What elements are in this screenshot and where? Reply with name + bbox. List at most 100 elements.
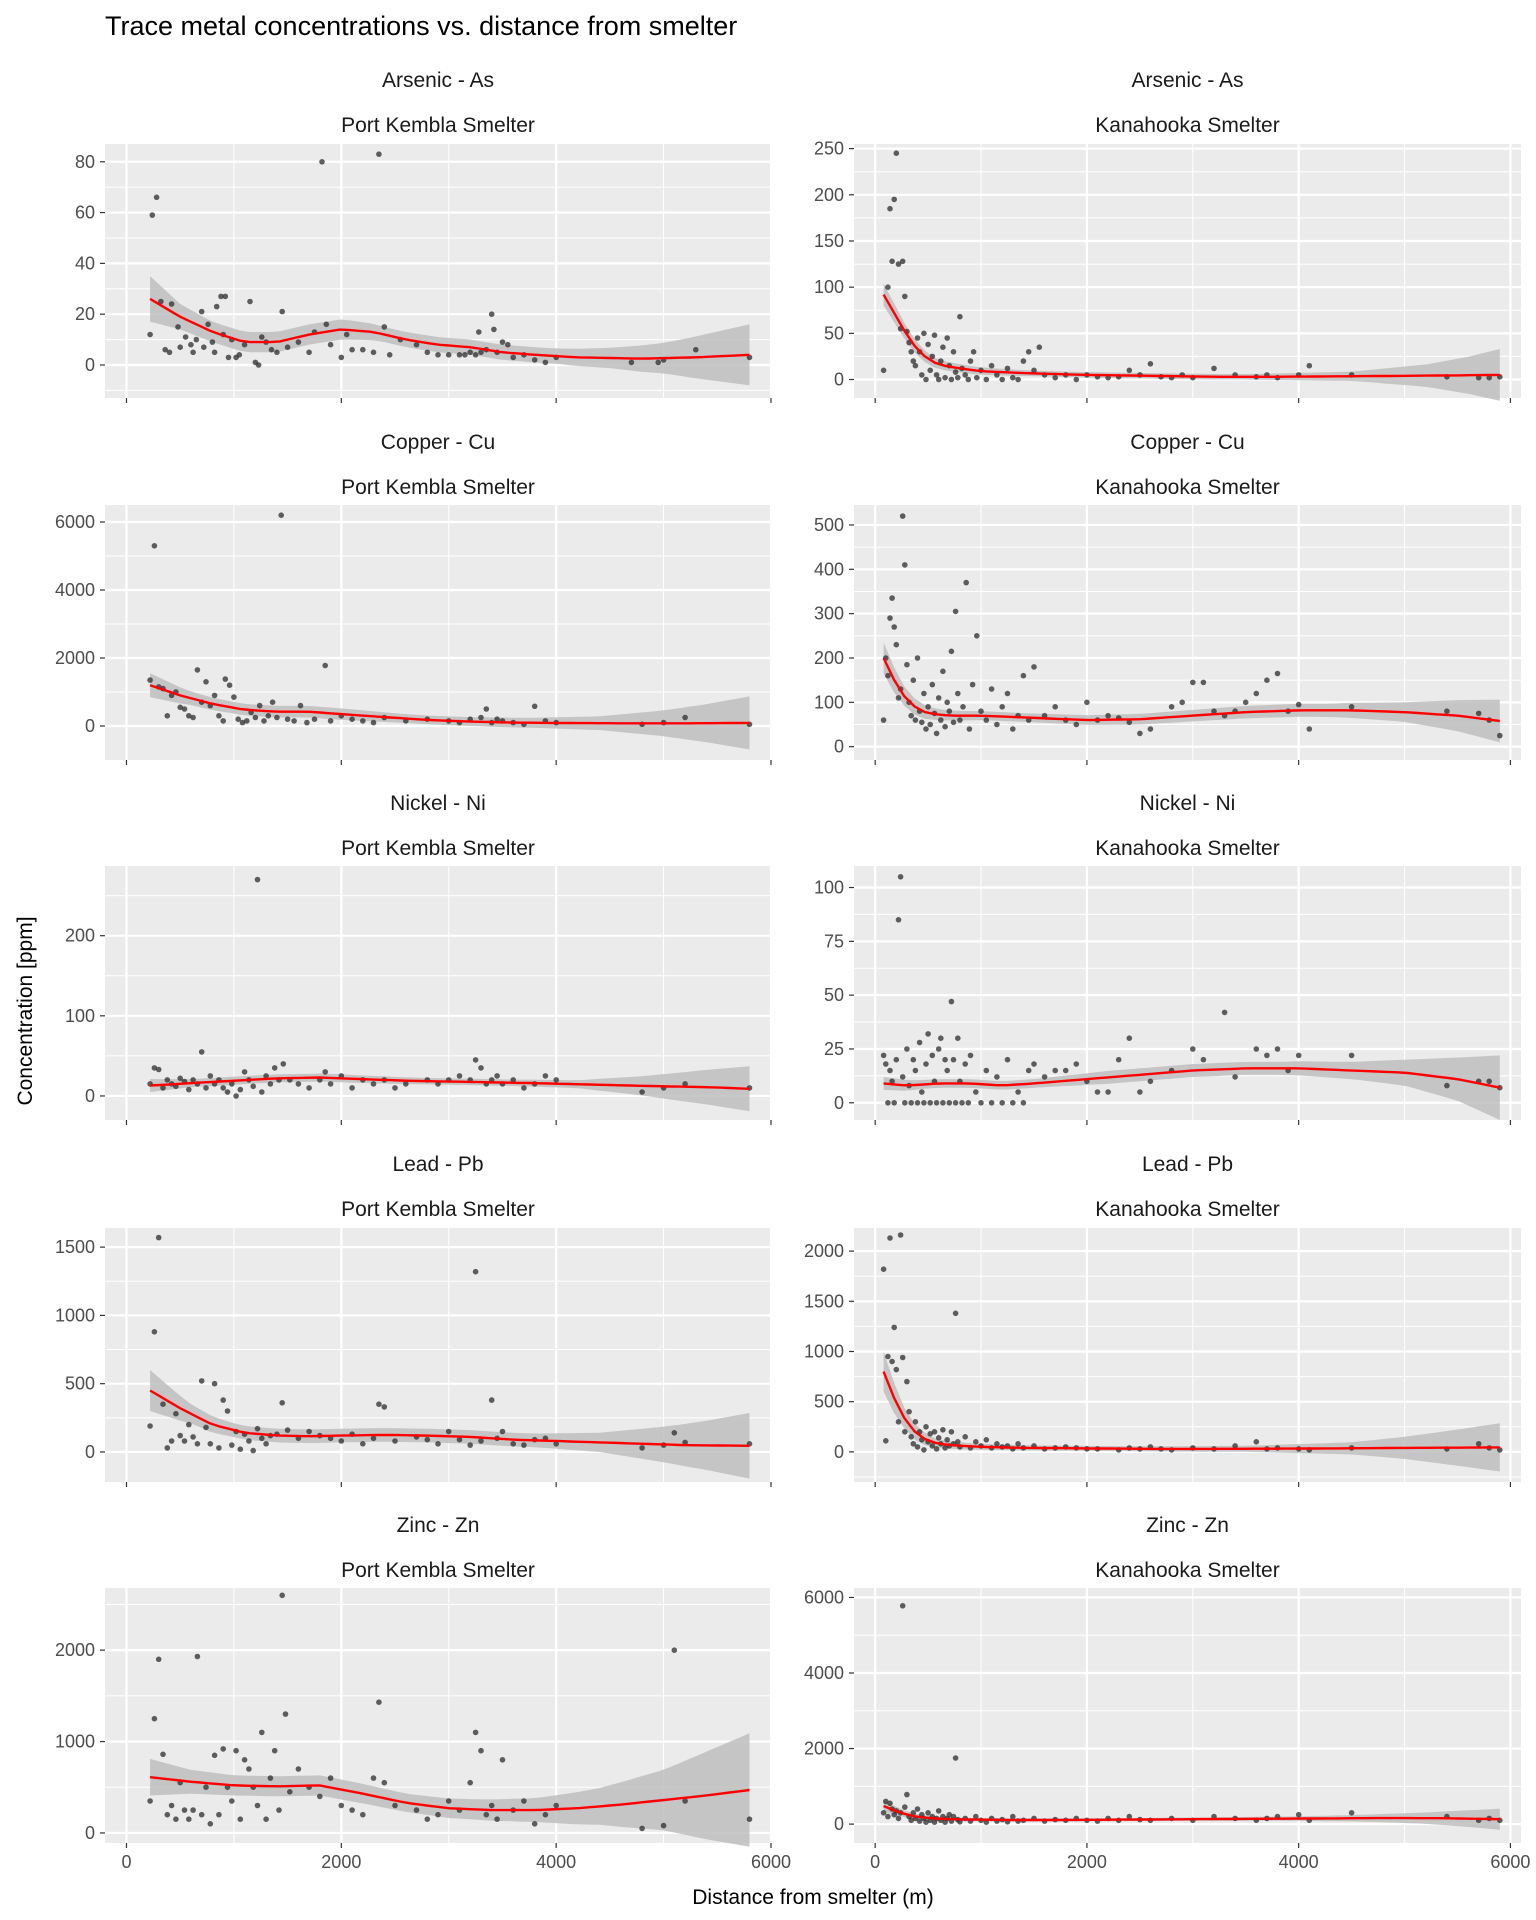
facet-panel: Lead - Pb Port Kembla Smelter 0 500 1000 1500 <box>55 1153 773 1487</box>
data-point <box>349 346 355 353</box>
data-point <box>895 261 902 267</box>
y-tick-label: 150 <box>814 231 844 251</box>
data-point <box>295 339 302 345</box>
data-point <box>887 1067 893 1074</box>
data-point <box>1137 1089 1143 1095</box>
data-point <box>906 1408 912 1415</box>
data-point <box>999 1100 1005 1106</box>
data-point <box>925 1031 931 1037</box>
data-point <box>216 1445 222 1451</box>
data-point <box>224 1408 231 1414</box>
data-point <box>897 874 904 880</box>
data-point <box>893 150 900 156</box>
data-point <box>323 321 330 328</box>
y-axis-label: Concentration [ppm] <box>14 916 37 1105</box>
data-point <box>946 708 953 714</box>
data-point <box>177 1075 183 1082</box>
data-point <box>908 1817 914 1824</box>
data-point <box>370 719 377 726</box>
data-point <box>938 358 944 364</box>
data-point <box>181 706 188 712</box>
facet-panel: Nickel - Ni Port Kembla Smelter 0 100 200 <box>65 792 773 1125</box>
data-point <box>946 1811 953 1818</box>
facet-panel: Zinc - Zn Port Kembla Smelter 0 1000 2000 0 20… <box>55 1514 791 1872</box>
data-point <box>927 1100 933 1106</box>
data-point <box>925 704 931 710</box>
data-point <box>488 1397 495 1403</box>
data-point <box>887 1235 893 1241</box>
data-point <box>193 336 200 343</box>
facet-metal-label: Copper - Cu <box>381 431 495 454</box>
data-point <box>1253 1439 1260 1445</box>
data-point <box>895 1815 902 1822</box>
y-tick-label: 1000 <box>804 1341 844 1361</box>
data-point <box>173 1410 179 1417</box>
data-point <box>902 293 908 300</box>
facet-panel: Arsenic - As Port Kembla Smelter 0 20 40 60 80 <box>75 69 773 403</box>
data-point <box>1295 1052 1302 1059</box>
data-point <box>207 1073 214 1079</box>
data-point <box>236 352 243 358</box>
data-point <box>955 690 961 697</box>
data-point <box>168 1438 175 1444</box>
data-point <box>914 335 921 341</box>
facet-smelter-label: Kanahooka Smelter <box>1095 1559 1279 1582</box>
data-point <box>910 1441 917 1447</box>
data-point <box>306 1428 312 1435</box>
data-point <box>188 341 194 348</box>
data-point <box>1126 719 1133 726</box>
data-point <box>1274 1046 1281 1052</box>
data-point <box>456 352 463 358</box>
data-point <box>203 679 209 685</box>
data-point <box>322 662 329 669</box>
data-point <box>284 716 291 722</box>
facet-smelter-label: Port Kembla Smelter <box>341 114 535 137</box>
facet-panel: Nickel - Ni Kanahooka Smelter 0 25 50 75 100 <box>814 792 1521 1125</box>
data-point <box>919 372 925 378</box>
data-point <box>186 713 192 719</box>
data-point <box>1073 1061 1080 1067</box>
data-point <box>168 301 175 307</box>
data-point <box>910 1056 917 1063</box>
data-point <box>994 372 1000 378</box>
data-point <box>229 1798 235 1804</box>
data-point <box>349 1085 355 1091</box>
y-tick-label: 200 <box>65 926 95 946</box>
data-point <box>149 212 156 218</box>
data-point <box>1179 699 1185 706</box>
data-point <box>476 329 482 335</box>
data-point <box>435 352 441 358</box>
data-point <box>1242 699 1249 706</box>
data-point <box>1031 664 1037 670</box>
facet-metal-label: Nickel - Ni <box>1140 792 1236 815</box>
data-point <box>682 1798 688 1804</box>
data-point <box>491 326 497 333</box>
data-point <box>962 1434 968 1440</box>
data-point <box>531 1821 538 1827</box>
data-point <box>889 258 895 265</box>
facet-smelter-label: Port Kembla Smelter <box>341 837 535 860</box>
data-point <box>883 1061 889 1067</box>
data-point <box>1295 701 1302 708</box>
data-point <box>914 1100 921 1106</box>
data-point <box>940 1100 946 1106</box>
data-point <box>885 672 891 679</box>
data-point <box>889 595 895 601</box>
data-point <box>880 1266 887 1272</box>
y-tick-label: 0 <box>85 716 95 736</box>
data-point <box>899 1074 906 1080</box>
data-point <box>978 1100 984 1106</box>
data-point <box>435 1811 441 1818</box>
data-point <box>209 339 216 345</box>
data-point <box>494 716 500 722</box>
smooth-trend-line <box>150 1076 750 1090</box>
y-tick-label: 0 <box>834 737 844 757</box>
facet-smelter-label: Kanahooka Smelter <box>1095 476 1279 499</box>
data-point <box>942 723 948 730</box>
data-point <box>338 1438 345 1444</box>
data-point <box>904 1046 910 1052</box>
data-point <box>166 349 173 356</box>
data-point <box>999 704 1005 710</box>
data-point <box>1264 1052 1270 1059</box>
data-point <box>1073 721 1080 728</box>
